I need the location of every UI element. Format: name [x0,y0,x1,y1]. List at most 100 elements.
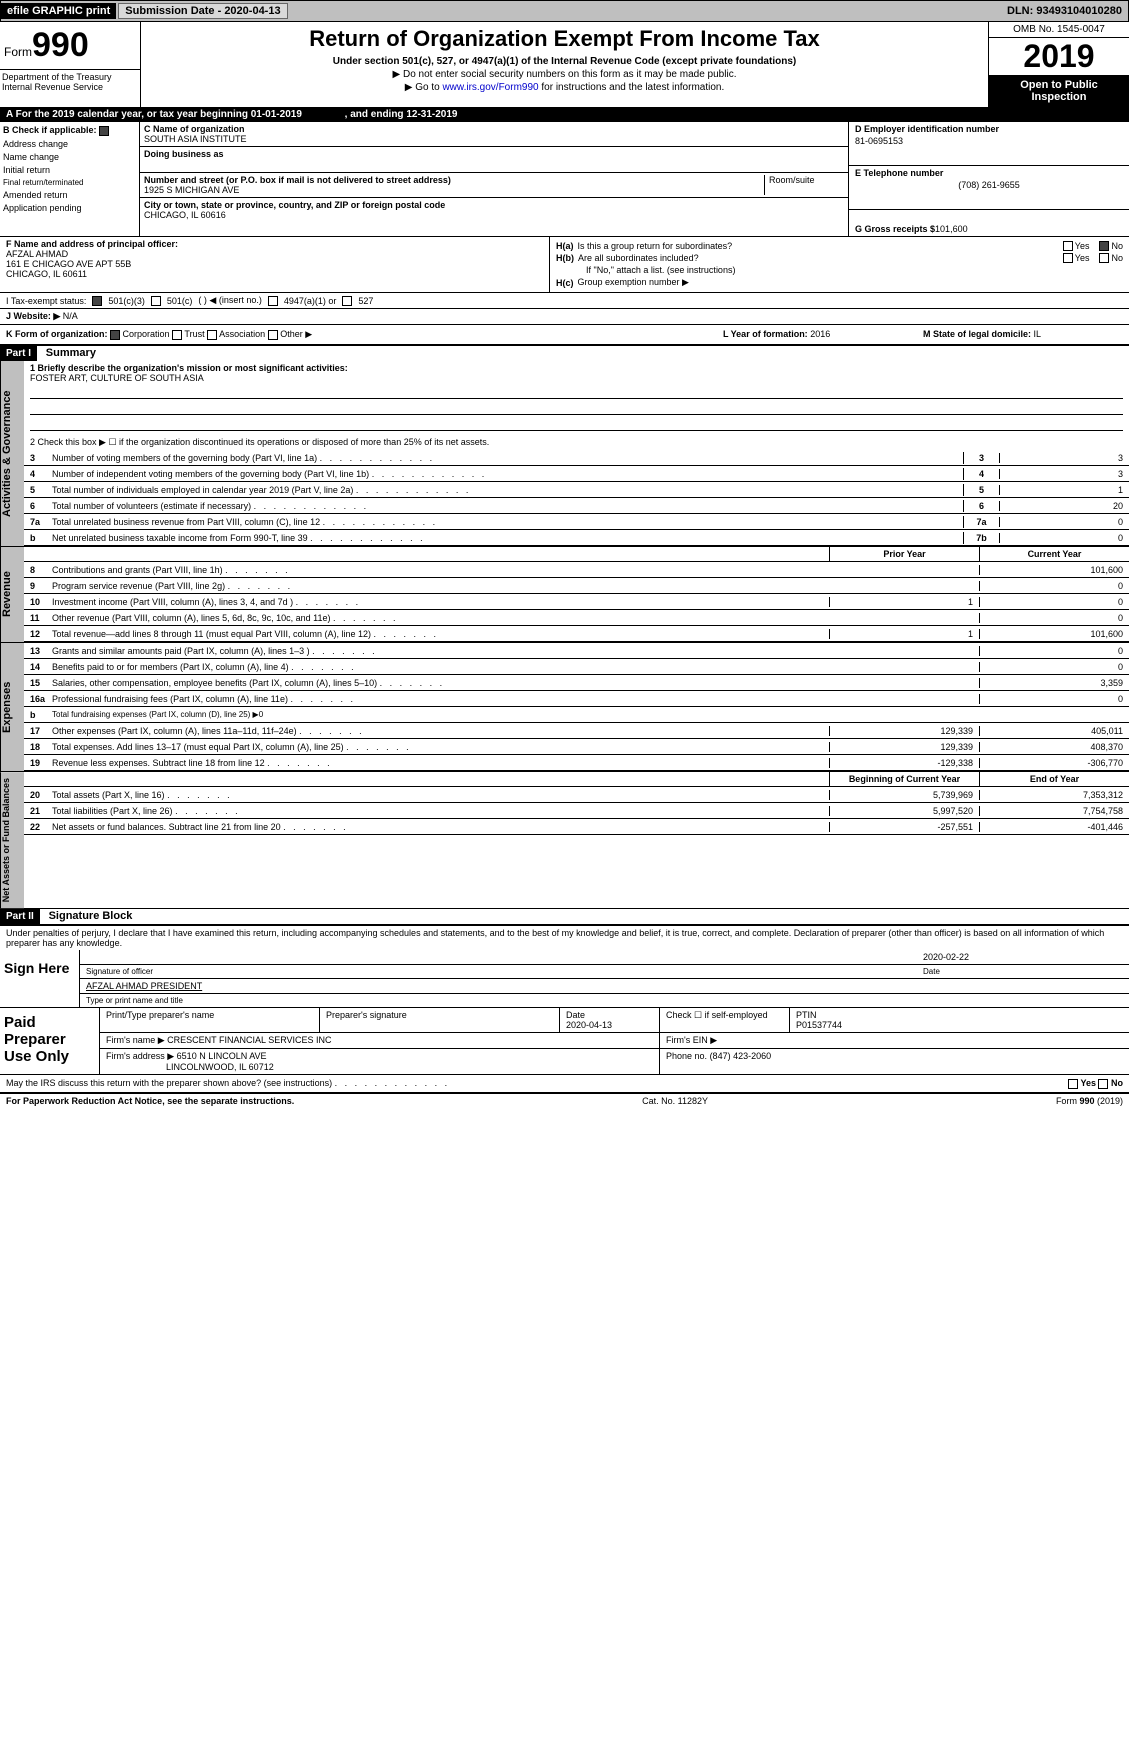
firm-name-row: Firm's name ▶ CRESCENT FINANCIAL SERVICE… [100,1033,1129,1049]
org-name-row: C Name of organization SOUTH ASIA INSTIT… [140,122,848,147]
box-h: H(a) Is this a group return for subordin… [550,237,1129,292]
box-m: M State of legal domicile: IL [923,329,1123,340]
line-14: 14 Benefits paid to or for members (Part… [24,659,1129,675]
chk-pending: Application pending [3,203,136,213]
line-12: 12 Total revenue—add lines 8 through 11 … [24,626,1129,642]
preparer-header-row: Print/Type preparer's name Preparer's si… [100,1008,1129,1033]
footer: For Paperwork Reduction Act Notice, see … [0,1093,1129,1108]
irs-link[interactable]: www.irs.gov/Form990 [442,82,538,93]
name-title-caption: Type or print name and title [80,994,1129,1007]
box-b: B Check if applicable: Address change Na… [0,122,140,236]
open-to-public: Open to Public Inspection [989,75,1129,107]
officer-addr2: CHICAGO, IL 60611 [6,269,543,279]
row-j: J Website: ▶ N/A [0,309,1129,325]
hb-note: If "No," attach a list. (see instruction… [556,265,1123,275]
hb-row: H(b) Are all subordinates included? Yes … [556,253,1123,263]
box-d-e-g: D Employer identification number 81-0695… [849,122,1129,236]
sig-caption-line: Signature of officer Date [80,965,1129,979]
dln-label: DLN: 93493104010280 [1007,5,1128,17]
checkbox-icon[interactable] [1099,253,1109,263]
discuss-row: May the IRS discuss this return with the… [0,1075,1129,1093]
org-name: SOUTH ASIA INSTITUTE [144,134,844,144]
box-e: E Telephone number (708) 261-9655 [849,166,1129,210]
topbar: efile GRAPHIC print Submission Date - 20… [0,0,1129,22]
header-center: Return of Organization Exempt From Incom… [140,22,989,107]
line-22: 22 Net assets or fund balances. Subtract… [24,819,1129,835]
ha-row: H(a) Is this a group return for subordin… [556,241,1123,251]
row-k-l-m: K Form of organization: Corporation Trus… [0,325,1129,346]
line-20: 20 Total assets (Part X, line 16) 5,739,… [24,787,1129,803]
city-row: City or town, state or province, country… [140,198,848,222]
form-subtitle: Under section 501(c), 527, or 4947(a)(1)… [145,56,984,67]
part1-governance: Activities & Governance 1 Briefly descri… [0,361,1129,547]
efile-label: efile GRAPHIC print [1,3,116,19]
signature-section: Under penalties of perjury, I declare th… [0,924,1129,1093]
header: Form990 Department of the Treasury Inter… [0,22,1129,107]
line-16a: 16a Professional fundraising fees (Part … [24,691,1129,707]
mission-text: FOSTER ART, CULTURE OF SOUTH ASIA [30,373,1123,383]
ptin-value: P01537744 [796,1020,842,1030]
arrow-line-2: ▶ Go to www.irs.gov/Form990 for instruct… [145,82,984,93]
dept-treasury: Department of the Treasury Internal Reve… [0,69,140,94]
chk-final-return: Final return/terminated [3,178,136,187]
checkbox-icon[interactable] [342,296,352,306]
perjury-declaration: Under penalties of perjury, I declare th… [0,926,1129,950]
form-number: Form990 [0,22,140,69]
line-13: 13 Grants and similar amounts paid (Part… [24,643,1129,659]
line-10: 10 Investment income (Part VIII, column … [24,594,1129,610]
checkbox-icon[interactable] [99,126,109,136]
sidebar-revenue: Revenue [0,547,24,642]
checkbox-icon[interactable] [151,296,161,306]
checkbox-icon[interactable] [92,296,102,306]
box-k: K Form of organization: Corporation Trus… [6,329,723,340]
checkbox-icon[interactable] [1063,253,1073,263]
chk-amended: Amended return [3,190,136,200]
box-f: F Name and address of principal officer:… [0,237,550,292]
officer-name-line: AFZAL AHMAD PRESIDENT [80,979,1129,994]
checkbox-icon[interactable] [268,296,278,306]
row-f-h: F Name and address of principal officer:… [0,237,1129,293]
city-state-zip: CHICAGO, IL 60616 [144,210,844,220]
checkbox-icon[interactable] [1068,1079,1078,1089]
checkbox-icon[interactable] [268,330,278,340]
gov-line-7a: 7a Total unrelated business revenue from… [24,514,1129,530]
checkbox-icon[interactable] [1099,241,1109,251]
arrow-line-1: ▶ Do not enter social security numbers o… [145,69,984,80]
rev-header: Prior Year Current Year [24,547,1129,562]
part2-header: Part II Signature Block [0,909,1129,924]
firm-name: CRESCENT FINANCIAL SERVICES INC [167,1035,331,1045]
tax-year: 2019 [989,38,1129,75]
room-suite: Room/suite [764,175,844,195]
gov-line-3: 3 Number of voting members of the govern… [24,450,1129,466]
part1-expenses: Expenses 13 Grants and similar amounts p… [0,643,1129,772]
sidebar-net: Net Assets or Fund Balances [0,772,24,908]
line-9: 9 Program service revenue (Part VIII, li… [24,578,1129,594]
sign-here-row: Sign Here 2020-02-22 Signature of office… [0,950,1129,1008]
line-19: 19 Revenue less expenses. Subtract line … [24,755,1129,771]
officer-name: AFZAL AHMAD [6,249,543,259]
paid-preparer-row: Paid Preparer Use Only Print/Type prepar… [0,1008,1129,1075]
chk-initial-return: Initial return [3,165,136,175]
form-footer: Form 990 (2019) [1056,1096,1123,1106]
chk-name-change: Name change [3,152,136,162]
section-b-block: B Check if applicable: Address change Na… [0,122,1129,237]
line-1: 1 Briefly describe the organization's mi… [24,361,1129,435]
sidebar-expenses: Expenses [0,643,24,771]
line-11: 11 Other revenue (Part VIII, column (A),… [24,610,1129,626]
gov-line-4: 4 Number of independent voting members o… [24,466,1129,482]
checkbox-icon[interactable] [172,330,182,340]
checkbox-icon[interactable] [110,330,120,340]
gov-line-5: 5 Total number of individuals employed i… [24,482,1129,498]
checkbox-icon[interactable] [1063,241,1073,251]
dba-row: Doing business as [140,147,848,173]
part1-revenue: Revenue Prior Year Current Year 8 Contri… [0,547,1129,643]
box-c: C Name of organization SOUTH ASIA INSTIT… [140,122,849,236]
checkbox-icon[interactable] [1098,1079,1108,1089]
checkbox-icon[interactable] [207,330,217,340]
ein-value: 81-0695153 [855,136,1123,146]
officer-addr1: 161 E CHICAGO AVE APT 55B [6,259,543,269]
line-8: 8 Contributions and grants (Part VIII, l… [24,562,1129,578]
form-title: Return of Organization Exempt From Incom… [145,26,984,52]
submission-date-button[interactable]: Submission Date - 2020-04-13 [118,3,287,19]
net-header: Beginning of Current Year End of Year [24,772,1129,787]
